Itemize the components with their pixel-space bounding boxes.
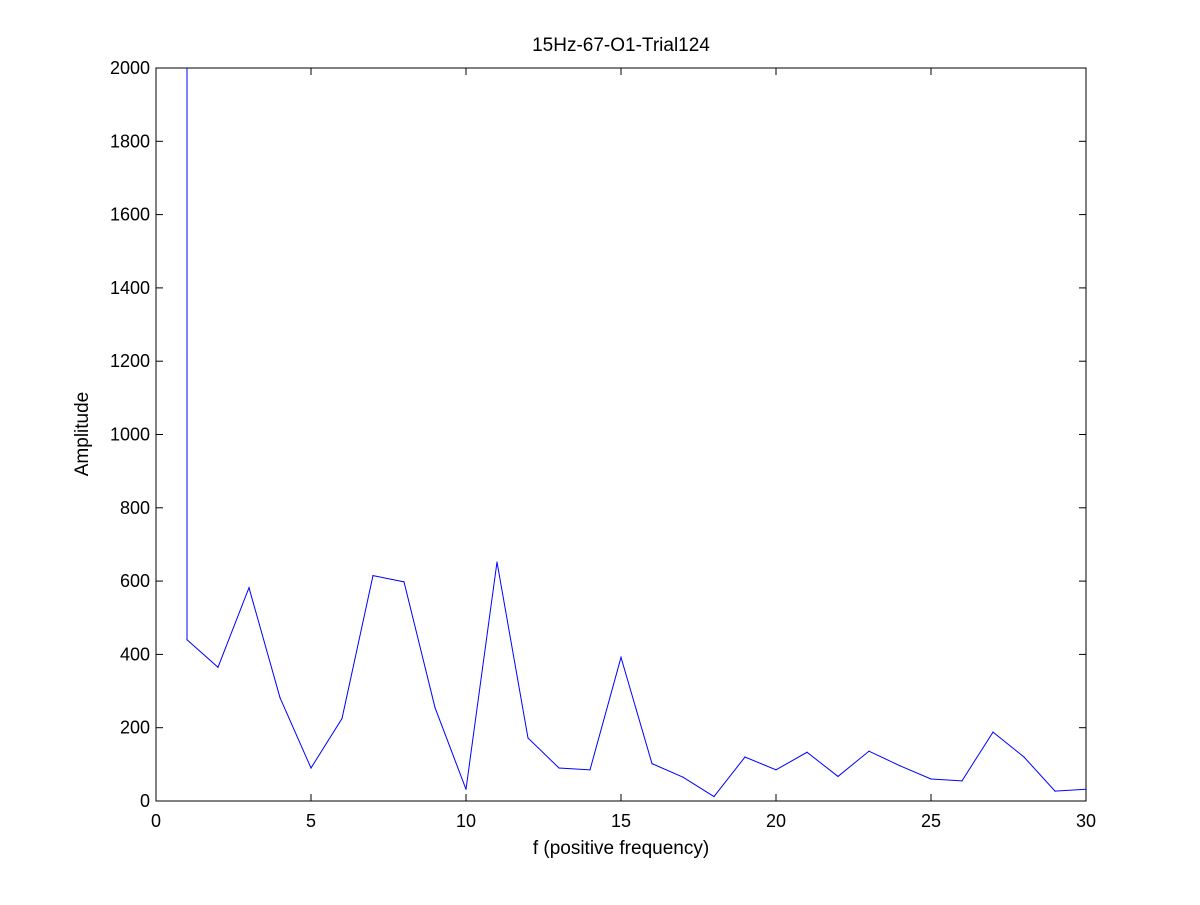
amplitude-data-point bbox=[1085, 788, 1087, 790]
amplitude-data-point bbox=[1023, 756, 1025, 758]
amplitude-data-point bbox=[186, 67, 188, 69]
x-tick-label: 15 bbox=[611, 811, 631, 831]
y-tick-label: 200 bbox=[120, 718, 150, 738]
amplitude-data-point bbox=[651, 763, 653, 765]
chart-title: 15Hz-67-O1-Trial124 bbox=[532, 35, 710, 56]
axis-ticks bbox=[155, 67, 1087, 802]
y-tick-label: 1400 bbox=[110, 278, 150, 298]
amplitude-data-point bbox=[899, 765, 901, 767]
amplitude-data-point bbox=[775, 769, 777, 771]
y-tick-label: 1000 bbox=[110, 425, 150, 445]
y-tick-label: 400 bbox=[120, 644, 150, 664]
y-tick-label: 0 bbox=[140, 791, 150, 811]
amplitude-data-point bbox=[341, 717, 343, 720]
amplitude-data-point bbox=[186, 353, 188, 355]
y-axis-title: Amplitude bbox=[72, 392, 93, 477]
amplitude-data-point bbox=[961, 780, 963, 782]
amplitude-series-line bbox=[186, 68, 1087, 798]
x-tick-label: 10 bbox=[456, 811, 476, 831]
y-tick-label: 1600 bbox=[110, 205, 150, 225]
amplitude-data-point bbox=[496, 561, 498, 563]
amplitude-data-point bbox=[279, 697, 281, 699]
amplitude-data-point bbox=[744, 756, 746, 758]
amplitude-data-point bbox=[186, 639, 188, 641]
tick-labels: 0 5 10 15 20 25 30 0 200 400 600 800 1000 1200 1400 160… bbox=[110, 58, 1096, 831]
amplitude-data-point bbox=[558, 767, 560, 769]
amplitude-data-point bbox=[868, 750, 870, 752]
x-tick-label: 20 bbox=[766, 811, 786, 831]
amplitude-data-point bbox=[930, 778, 932, 780]
amplitude-data-point bbox=[310, 767, 312, 769]
amplitude-data-point bbox=[527, 737, 529, 739]
x-tick-label: 5 bbox=[306, 811, 316, 831]
amplitude-data-point bbox=[837, 775, 839, 778]
y-tick-label: 1800 bbox=[110, 131, 150, 151]
y-tick-label: 800 bbox=[120, 498, 150, 518]
amplitude-data-point bbox=[434, 706, 436, 709]
x-axis-title: f (positive frequency) bbox=[533, 838, 709, 859]
amplitude-data-point bbox=[372, 575, 374, 577]
amplitude-data-point bbox=[713, 796, 715, 798]
y-tick-label: 1200 bbox=[110, 351, 150, 371]
amplitude-data-point bbox=[465, 788, 467, 790]
amplitude-data-point bbox=[682, 776, 684, 778]
amplitude-data-point bbox=[992, 731, 994, 733]
amplitude-data-point bbox=[403, 581, 405, 583]
amplitude-data-point bbox=[589, 769, 591, 771]
plot-area bbox=[155, 67, 1087, 802]
x-tick-label: 30 bbox=[1076, 811, 1096, 831]
amplitude-data-point bbox=[620, 656, 622, 658]
y-tick-label: 2000 bbox=[110, 58, 150, 78]
x-tick-label: 25 bbox=[921, 811, 941, 831]
amplitude-data-point bbox=[248, 587, 250, 589]
series-layer bbox=[186, 67, 1087, 798]
amplitude-data-point bbox=[1054, 790, 1056, 792]
amplitude-data-point bbox=[217, 666, 219, 668]
x-tick-label: 0 bbox=[151, 811, 161, 831]
amplitude-data-point bbox=[806, 751, 808, 753]
y-tick-label: 600 bbox=[120, 571, 150, 591]
